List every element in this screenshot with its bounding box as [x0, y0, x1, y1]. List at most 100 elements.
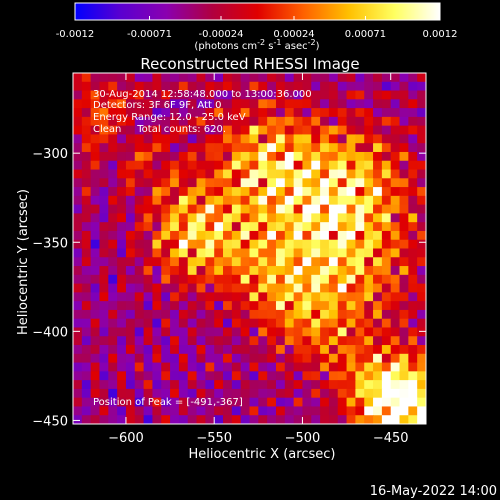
heatmap-cell [302, 90, 312, 100]
heatmap-cell [90, 362, 101, 372]
heatmap-cell [320, 248, 330, 258]
heatmap-cell [143, 116, 154, 127]
heatmap-cell [311, 301, 321, 311]
heatmap-cell [231, 371, 242, 381]
heatmap-cell [205, 160, 215, 171]
heatmap-cell [125, 195, 136, 206]
heatmap-cell [205, 125, 215, 136]
heatmap-cell [108, 81, 118, 92]
heatmap-cell [355, 301, 365, 311]
heatmap-cell [293, 143, 304, 153]
heatmap-cell [355, 283, 365, 293]
heatmap-cell [125, 362, 136, 372]
heatmap-cell [320, 318, 330, 329]
heatmap-cell [355, 336, 365, 346]
heatmap-cell [99, 81, 109, 92]
heatmap-cell [284, 143, 295, 153]
heatmap-cell [170, 116, 180, 127]
heatmap-cell [337, 301, 348, 311]
heatmap-cell [284, 274, 295, 285]
heatmap-cell [320, 239, 330, 250]
heatmap-cell [81, 292, 92, 302]
heatmap-cell [134, 125, 145, 136]
heatmap-cell [152, 73, 162, 83]
heatmap-cell [258, 73, 268, 83]
heatmap-cell [117, 73, 127, 83]
colorbar: -0.0012 -0.00071 -0.00024 0.00024 0.00071 0.0… [56, 2, 458, 52]
heatmap-cell [284, 283, 295, 293]
heatmap-cell [108, 283, 118, 293]
heatmap-cell [346, 90, 356, 100]
heatmap-cell [240, 371, 251, 381]
heatmap-cell [170, 397, 180, 408]
heatmap-cell [355, 204, 365, 215]
heatmap-cell [293, 292, 304, 302]
heatmap-cell [337, 143, 348, 153]
heatmap-cell [170, 336, 180, 346]
heatmap-cell [223, 318, 233, 329]
y-tick-label: −450 [32, 414, 68, 429]
heatmap-cell [320, 301, 330, 311]
heatmap-cell [302, 178, 312, 188]
heatmap-cell [90, 239, 101, 250]
heatmap-cell [311, 204, 321, 215]
heatmap-cell [320, 257, 330, 267]
heatmap-cell [134, 195, 145, 206]
heatmap-cell [214, 283, 224, 293]
heatmap-cell [108, 380, 118, 390]
heatmap-cell [90, 274, 101, 285]
heatmap-cell [249, 388, 259, 399]
heatmap-cell [81, 274, 92, 285]
heatmap-cell [240, 336, 251, 346]
heatmap-cell [258, 160, 268, 171]
heatmap-cell [231, 195, 242, 206]
heatmap-cell [90, 415, 101, 424]
heatmap-cell [231, 283, 242, 293]
heatmap-cell [214, 230, 224, 241]
heatmap-cell [267, 222, 277, 232]
heatmap-cell [178, 388, 189, 399]
heatmap-cell [399, 187, 409, 197]
heatmap-cell [381, 187, 392, 197]
heatmap-cell [125, 108, 136, 118]
heatmap-cell [214, 336, 224, 346]
heatmap-cell [231, 274, 242, 285]
heatmap-cell [399, 81, 409, 92]
heatmap-cell [196, 134, 206, 144]
x-axis-ticks: −600 −550 −500 −450 [108, 73, 409, 446]
heatmap-cell [346, 151, 356, 162]
heatmap-cell [152, 169, 162, 179]
heatmap-cell [99, 125, 109, 136]
heatmap-cell [196, 309, 206, 320]
heatmap-cell [73, 99, 83, 109]
heatmap-cell [117, 248, 127, 258]
heatmap-cell [231, 204, 242, 215]
heatmap-cell [267, 81, 277, 92]
heatmap-cell [143, 204, 154, 215]
heatmap-cell [258, 187, 268, 197]
heatmap-cell [152, 195, 162, 206]
heatmap-cell [117, 99, 127, 109]
heatmap-cell [408, 274, 418, 285]
heatmap-cell [355, 292, 365, 302]
heatmap-cell [311, 134, 321, 144]
heatmap-cell [320, 108, 330, 118]
heatmap-cell [90, 169, 101, 179]
heatmap-cell [223, 143, 233, 153]
heatmap-cell [302, 336, 312, 346]
heatmap-cell [328, 380, 339, 390]
heatmap-cell [108, 151, 118, 162]
heatmap-cell [214, 99, 224, 109]
heatmap-cell [275, 406, 286, 416]
heatmap-cell [320, 169, 330, 179]
heatmap-cell [275, 327, 286, 337]
heatmap-cell [302, 125, 312, 136]
heatmap-cell [373, 309, 383, 320]
heatmap-cell [81, 362, 92, 372]
heatmap-cell [258, 204, 268, 215]
heatmap-cell [355, 415, 365, 424]
heatmap-cell [390, 143, 401, 153]
heatmap-cell [152, 108, 162, 118]
heatmap-cell [355, 309, 365, 320]
heatmap-cell [223, 327, 233, 337]
